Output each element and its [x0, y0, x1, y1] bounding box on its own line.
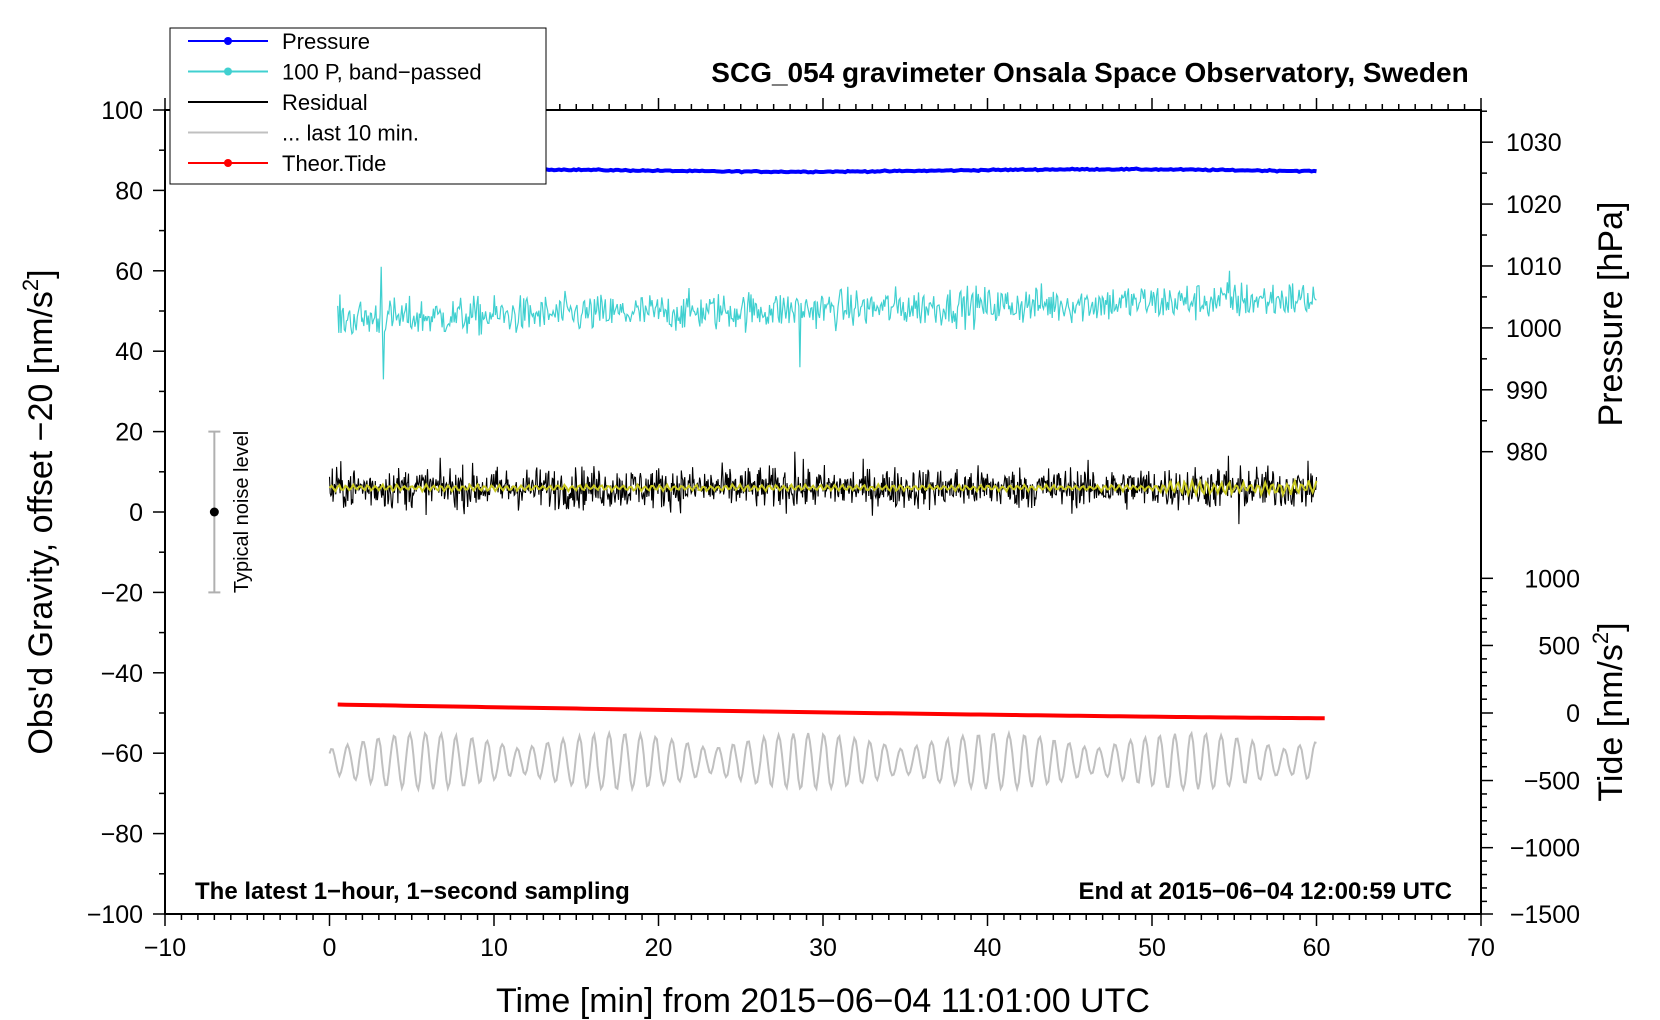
x-axis: −10 0 10 20 30 40 50 60 70 [144, 98, 1495, 962]
x-tick-label: 10 [480, 934, 508, 962]
x-tick-label: 40 [974, 934, 1002, 962]
legend: Pressure 100 P, band−passed Residual ... la… [169, 27, 547, 185]
legend-swatch-marker [224, 37, 232, 45]
pressure-tick-label: 1000 [1506, 315, 1562, 343]
legend-swatch-marker [224, 67, 232, 76]
series-band-passed-line [337, 266, 1317, 380]
legend-entry-label: ... last 10 min. [282, 121, 419, 146]
y-left-tick-label: 40 [115, 338, 143, 366]
legend-entry-label: Theor.Tide [282, 151, 386, 176]
x-tick-label: 50 [1138, 934, 1166, 962]
tide-tick-label: 0 [1566, 700, 1580, 728]
x-tick-label: 20 [645, 934, 673, 962]
series-last-10-min-line [328, 729, 1317, 793]
legend-entry-label: Pressure [282, 29, 370, 54]
x-tick-label: 70 [1467, 934, 1495, 962]
legend-entry-label: 100 P, band−passed [282, 60, 482, 85]
plot-frame [164, 109, 1482, 915]
y-left-tick-label: −100 [87, 901, 143, 929]
y-right-axis: 1030 1020 1010 1000 990 980 1000 500 0 −500 −1000 −… [1481, 110, 1580, 929]
y-right-tide-title: Tide [nm/s2] [1588, 622, 1630, 801]
tide-tick-label: −1500 [1510, 901, 1580, 929]
y-left-tick-label: −80 [101, 821, 143, 849]
series-smoothed-residual-line [328, 477, 1318, 499]
pressure-tick-label: 1020 [1506, 191, 1562, 219]
annotation-bottom-left: The latest 1−hour, 1−second sampling [195, 878, 630, 905]
legend-box [169, 27, 547, 185]
tide-tick-label: −1000 [1510, 835, 1580, 863]
y-left-tick-label: 80 [115, 177, 143, 205]
data-traces [328, 166, 1325, 793]
x-tick-label: −10 [144, 934, 186, 962]
y-left-axis-title: Obs'd Gravity, offset −20 [nm/s2] [18, 269, 60, 754]
annotation-bottom-right: End at 2015−06−04 12:00:59 UTC [1078, 878, 1452, 905]
noise-level-label: Typical noise level [231, 431, 253, 593]
noise-level-bar [208, 430, 221, 594]
tide-tick-label: −500 [1524, 768, 1580, 796]
series-theor-tide-line [337, 702, 1325, 721]
tide-tick-label: 500 [1538, 632, 1580, 660]
x-tick-label: 60 [1303, 934, 1331, 962]
pressure-tick-label: 1010 [1506, 253, 1562, 281]
y-left-tick-label: −40 [101, 660, 143, 688]
pressure-tick-label: 980 [1506, 439, 1548, 467]
y-left-tick-label: 60 [115, 258, 143, 286]
y-left-tick-label: −20 [101, 579, 143, 607]
y-left-tick-label: 20 [115, 419, 143, 447]
pressure-tick-label: 1030 [1506, 129, 1562, 157]
x-axis-title: Time [min] from 2015−06−04 11:01:00 UTC [496, 982, 1150, 1020]
legend-entry-label: Residual [282, 90, 368, 115]
legend-swatch-marker [224, 159, 232, 167]
tide-tick-label: 1000 [1524, 565, 1580, 593]
y-left-axis: 100 80 60 40 20 0 −20 −40 −60 −80 −100 [87, 97, 165, 929]
chart-title: SCG_054 gravimeter Onsala Space Observat… [711, 57, 1468, 88]
y-left-tick-label: 100 [101, 97, 143, 125]
y-right-pressure-title: Pressure [hPa] [1592, 202, 1630, 427]
y-left-tick-label: −60 [101, 740, 143, 768]
pressure-tick-label: 990 [1506, 377, 1548, 405]
y-left-tick-label: 0 [129, 499, 143, 527]
x-tick-label: 0 [323, 934, 337, 962]
noise-bar-center-dot [209, 507, 219, 517]
x-tick-label: 30 [809, 934, 837, 962]
